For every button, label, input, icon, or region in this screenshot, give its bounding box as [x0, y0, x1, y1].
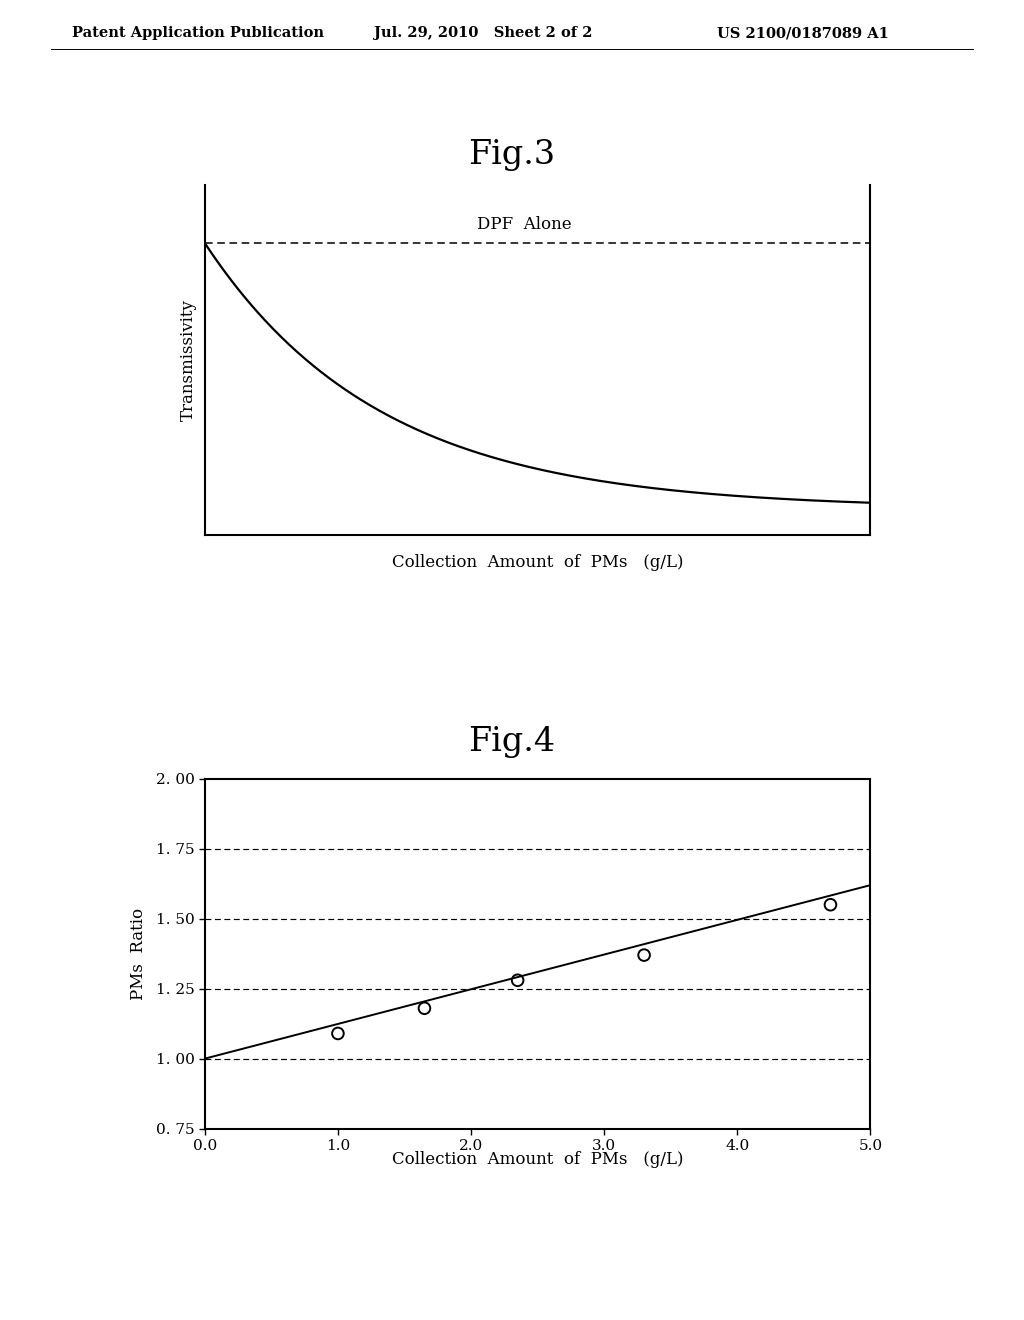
Point: [330, 1023, 346, 1044]
Text: Fig.4: Fig.4: [469, 726, 555, 758]
Y-axis label: Transmissivity: Transmissivity: [179, 298, 197, 421]
Text: Jul. 29, 2010   Sheet 2 of 2: Jul. 29, 2010 Sheet 2 of 2: [374, 26, 592, 41]
Text: Collection  Amount  of  PMs   (g/L): Collection Amount of PMs (g/L): [392, 1151, 683, 1168]
Text: Collection  Amount  of  PMs   (g/L): Collection Amount of PMs (g/L): [392, 554, 683, 572]
Point: [822, 894, 839, 915]
Point: [636, 945, 652, 966]
Text: Patent Application Publication: Patent Application Publication: [72, 26, 324, 41]
Text: US 2100/0187089 A1: US 2100/0187089 A1: [717, 26, 889, 41]
Point: [417, 998, 433, 1019]
Point: [510, 970, 526, 991]
Text: DPF  Alone: DPF Alone: [477, 216, 571, 234]
Y-axis label: PMs  Ratio: PMs Ratio: [130, 908, 147, 999]
Text: Fig.3: Fig.3: [468, 139, 556, 170]
